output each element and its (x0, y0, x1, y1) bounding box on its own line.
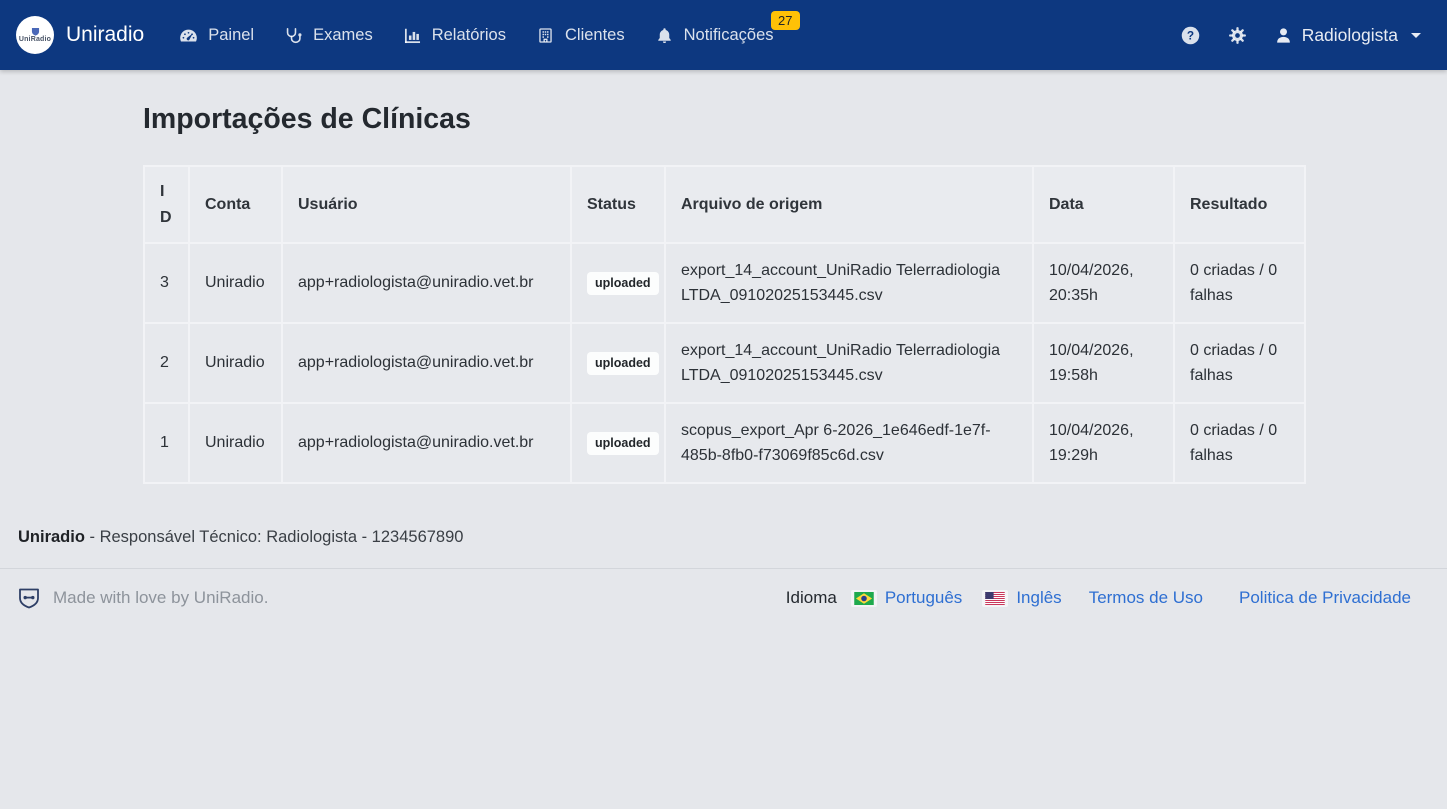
logo-text: UniRadio (18, 35, 52, 43)
language-links: Português Inglês (850, 588, 1062, 608)
brazil-flag-icon (850, 589, 877, 607)
hospital-icon (536, 26, 555, 45)
made-with: Made with love by UniRadio. (16, 585, 268, 611)
language-link-label: Inglês (1016, 588, 1062, 608)
language-link-label: Português (884, 588, 963, 608)
company-info: - Responsável Técnico: Radiologista - 12… (89, 528, 464, 547)
legal-links: Termos de Uso Politica de Privacidade (1075, 588, 1411, 608)
footer-divider (0, 568, 1447, 570)
table-row: 3 Uniradio app+radiologista@uniradio.vet… (143, 242, 1306, 325)
cell-usuario: app+radiologista@uniradio.vet.br (281, 242, 572, 325)
language-label: Idioma (785, 588, 837, 608)
column-header-data: Data (1032, 164, 1175, 245)
nav-item-relatorios[interactable]: Relatórios (388, 16, 521, 55)
logo-shield-icon (31, 27, 40, 36)
cell-arquivo: scopus_export_Apr 6-2026_1e646edf-1e7f-4… (664, 402, 1034, 485)
cell-id: 1 (143, 402, 190, 485)
footer-link-politica-de-privacidade[interactable]: Politica de Privacidade (1239, 588, 1411, 608)
nav-item-clientes[interactable]: Clientes (521, 16, 640, 55)
column-header-arquivo-de-origem: Arquivo de origem (664, 164, 1034, 245)
nav-item-notificacoes[interactable]: Notificações 27 (640, 10, 800, 55)
column-header-usuario: Usuário (281, 164, 572, 245)
nav-item-label: Relatórios (431, 25, 506, 44)
user-label: Radiologista (1301, 24, 1398, 45)
nav-item-label: Notificações (683, 25, 774, 44)
column-header-resultado: Resultado (1173, 164, 1306, 245)
navbar: UniRadio Uniradio Painel Exames Relatóri… (0, 0, 1447, 70)
stethoscope-icon (284, 26, 303, 45)
cell-usuario: app+radiologista@uniradio.vet.br (281, 322, 572, 405)
settings-gear-button[interactable] (1219, 17, 1256, 54)
cell-id: 3 (143, 242, 190, 325)
user-icon (1274, 26, 1293, 45)
made-with-text: Made with love by UniRadio. (53, 588, 269, 608)
bell-icon (655, 26, 674, 45)
footer-bar: Made with love by UniRadio. Idioma Portu… (0, 569, 1447, 627)
company-name: Uniradio (18, 528, 85, 547)
main-content: Importações de Clínicas ID Conta Usuário St… (143, 103, 1306, 485)
nav-item-painel[interactable]: Painel (164, 16, 269, 55)
notification-count-badge: 27 (771, 10, 800, 30)
cell-status: uploaded (570, 322, 666, 405)
cell-status: uploaded (570, 242, 666, 325)
column-header-status: Status (570, 164, 666, 245)
language-link-portugues[interactable]: Português (850, 588, 963, 608)
cell-resultado: 0 criadas / 0 falhas (1173, 242, 1306, 325)
bar-chart-icon (403, 26, 422, 45)
cell-data: 10/04/2026, 19:58h (1032, 322, 1175, 405)
cell-data: 10/04/2026, 20:35h (1032, 242, 1175, 325)
column-header-conta: Conta (188, 164, 283, 245)
cell-data: 10/04/2026, 19:29h (1032, 402, 1175, 485)
navbar-menu: Painel Exames Relatórios Clientes (164, 10, 800, 55)
status-badge: uploaded (587, 352, 659, 376)
us-flag-icon (982, 589, 1009, 607)
nav-item-label: Clientes (565, 25, 625, 44)
dashboard-icon (179, 26, 198, 45)
footer: Uniradio - Responsável Técnico: Radiolog… (0, 528, 1447, 627)
language-link-ingles[interactable]: Inglês (982, 588, 1062, 608)
navbar-right: ? Radiologi (1172, 17, 1421, 54)
cell-conta: Uniradio (188, 402, 283, 485)
status-badge: uploaded (587, 432, 659, 456)
cell-conta: Uniradio (188, 322, 283, 405)
page-title: Importações de Clínicas (143, 103, 471, 135)
nav-item-label: Exames (313, 25, 373, 44)
cell-status: uploaded (570, 402, 666, 485)
help-button[interactable]: ? (1172, 17, 1209, 54)
cell-arquivo: export_14_account_UniRadio Telerradiolog… (664, 242, 1034, 325)
svg-text:?: ? (1187, 28, 1194, 42)
brand-name: Uniradio (66, 23, 145, 46)
table-row: 1 Uniradio app+radiologista@uniradio.vet… (143, 402, 1306, 485)
cell-arquivo: export_14_account_UniRadio Telerradiolog… (664, 322, 1034, 405)
cell-id: 2 (143, 322, 190, 405)
user-dropdown[interactable]: Radiologista (1274, 25, 1421, 46)
shield-bone-icon (16, 585, 42, 611)
nav-item-label: Painel (208, 25, 255, 44)
cell-resultado: 0 criadas / 0 falhas (1173, 322, 1306, 405)
language-area: Idioma Português Inglês Termos de Uso Po… (786, 588, 1411, 608)
imports-table: ID Conta Usuário Status Arquivo de origem Dat… (143, 164, 1306, 485)
footer-link-termos-de-uso[interactable]: Termos de Uso (1088, 588, 1204, 608)
caret-down-icon (1411, 32, 1421, 38)
column-header-id: ID (143, 164, 190, 245)
table-body: 3 Uniradio app+radiologista@uniradio.vet… (143, 242, 1306, 485)
cell-usuario: app+radiologista@uniradio.vet.br (281, 402, 572, 485)
company-line: Uniradio - Responsável Técnico: Radiolog… (0, 528, 1447, 547)
uniradio-logo-icon: UniRadio (16, 16, 54, 54)
table-head: ID Conta Usuário Status Arquivo de origem Dat… (143, 164, 1306, 245)
status-badge: uploaded (587, 272, 659, 296)
cell-conta: Uniradio (188, 242, 283, 325)
nav-item-exames[interactable]: Exames (269, 16, 388, 55)
brand-link[interactable]: UniRadio Uniradio (16, 16, 144, 54)
table-header-row: ID Conta Usuário Status Arquivo de origem Dat… (143, 164, 1306, 245)
cell-resultado: 0 criadas / 0 falhas (1173, 402, 1306, 485)
table-row: 2 Uniradio app+radiologista@uniradio.vet… (143, 322, 1306, 405)
